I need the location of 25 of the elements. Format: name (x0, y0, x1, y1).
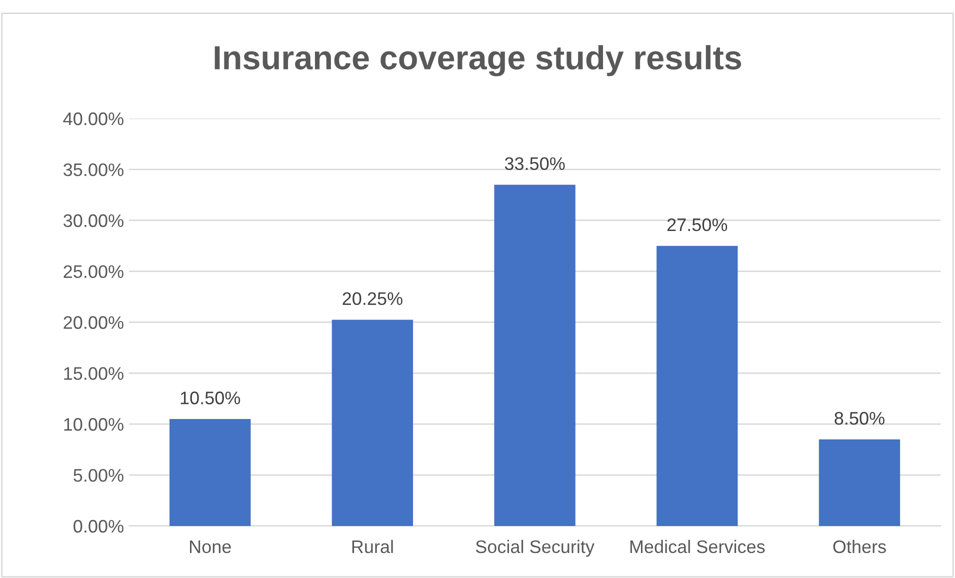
bar (656, 246, 738, 526)
chart-title: Insurance coverage study results (214, 45, 742, 76)
x-tick-label: Others (833, 540, 886, 554)
data-label: 10.50% (180, 392, 240, 404)
y-tick-label: 40.00% (63, 112, 124, 126)
y-tick-label: 30.00% (64, 214, 124, 228)
bar (818, 439, 900, 526)
bar (170, 419, 251, 526)
x-tick-label: None (190, 540, 231, 554)
y-tick-label: 25.00% (64, 265, 124, 278)
x-tick-label: Social Security (476, 540, 594, 557)
x-tick-label: Medical Services (630, 540, 765, 554)
data-label: 27.50% (667, 218, 728, 232)
bar (494, 184, 576, 526)
bar (332, 320, 414, 526)
y-tick-label: 10.00% (64, 418, 124, 431)
data-label: 33.50% (504, 157, 565, 170)
y-tick-label: 5.00% (74, 468, 124, 482)
y-tick-label: 35.00% (64, 163, 124, 176)
data-label: 20.25% (342, 292, 402, 306)
x-tick-label: Rural (352, 540, 393, 554)
y-tick-label: 0.00% (74, 520, 124, 533)
data-label: 8.50% (834, 412, 884, 425)
y-tick-label: 20.00% (64, 316, 124, 329)
y-tick-label: 15.00% (64, 367, 124, 380)
